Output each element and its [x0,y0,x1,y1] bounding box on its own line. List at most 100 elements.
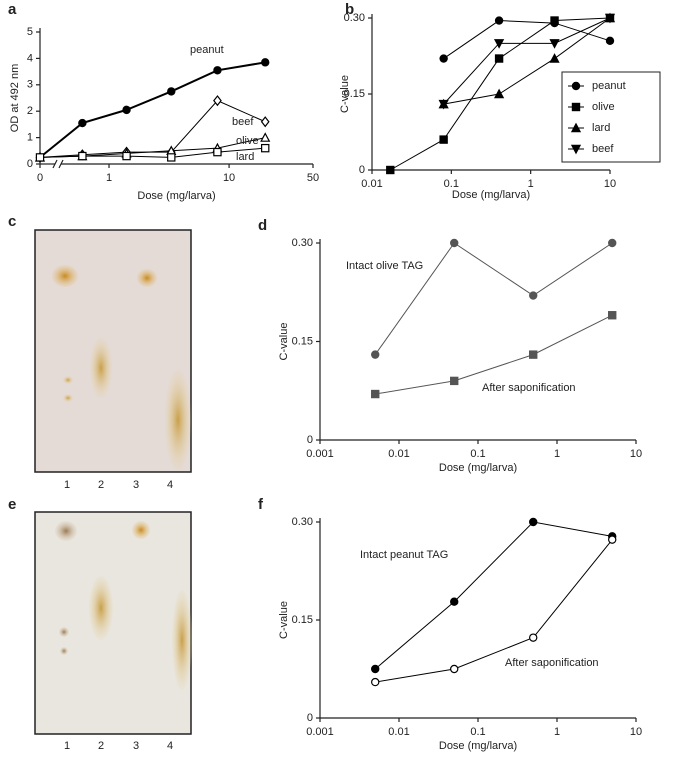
x-tick-label: 0.001 [306,448,334,460]
marker [570,144,582,155]
x-tick-label: 1 [528,178,534,190]
series-line [443,17,611,105]
marker [371,664,380,674]
marker [608,535,617,544]
tlc-plate-c [34,229,192,473]
series-line [443,17,611,105]
panel-label: b [345,1,354,18]
spot [137,269,157,287]
lane-label: 2 [98,740,104,752]
y-tick-label: 0.15 [292,335,313,347]
series-line [39,61,266,159]
legend-label: lard [592,122,610,134]
lane-label: 1 [64,479,70,491]
x-axis-label: Dose (mg/larva) [439,740,517,752]
spot [89,576,113,640]
x-tick-label: 10 [630,448,642,460]
marker [371,677,380,687]
x-tick-label: 50 [307,172,319,184]
y-tick-label: 0 [307,434,313,446]
series-label: Intact olive TAG [346,260,423,272]
x-axis-label: Dose (mg/larva) [137,190,215,202]
y-tick-label: 4 [27,52,33,64]
x-tick-label: 0.01 [388,726,409,738]
series-line [443,20,611,59]
legend-label: peanut [592,80,626,92]
marker [260,132,271,142]
marker [78,151,87,161]
spot [132,521,150,539]
marker [605,36,615,46]
series-line [39,137,266,158]
lane-label: 3 [133,740,139,752]
marker [450,238,459,248]
spot [52,265,78,287]
series-line [375,314,613,395]
marker [439,54,448,63]
spot [90,338,112,398]
y-axis-label: C-value [278,601,290,639]
spot [63,376,73,384]
marker [450,376,459,386]
marker [35,153,45,162]
legend-label: beef [592,143,614,155]
marker [213,147,222,157]
y-axis-label: C-value [278,323,290,361]
panel-label: f [258,496,264,513]
y-axis-label: C-value [339,75,351,113]
marker [604,13,616,24]
marker [386,165,395,175]
series-label: peanut [190,44,224,56]
lane-label: 2 [98,479,104,491]
marker [261,58,270,67]
marker [122,151,131,161]
x-tick-label: 0.001 [306,726,334,738]
panel-label: c [8,213,16,230]
series-label: olive [236,135,259,147]
legend-label: olive [592,101,615,113]
panel-label: a [8,1,17,18]
y-tick-label: 0.30 [292,516,313,528]
marker [213,95,222,107]
y-tick-label: 5 [27,26,33,38]
marker [494,16,504,25]
series-label: After saponification [505,657,599,669]
series-label: After saponification [482,382,576,394]
marker [371,389,380,399]
panel-label: e [8,496,16,513]
marker [438,99,449,110]
y-tick-label: 0.15 [344,88,365,100]
y-tick-label: 0.30 [292,237,313,249]
marker [529,633,538,642]
series-line [375,539,613,683]
marker [450,597,459,606]
marker [549,39,560,49]
lane-label: 4 [167,479,173,491]
series-label: lard [236,151,254,163]
y-tick-label: 0 [27,158,33,170]
x-tick-label: 10 [604,178,616,190]
lane-label: 3 [133,479,139,491]
marker [550,16,559,25]
spot [55,521,77,541]
marker [529,517,538,527]
panel-label: d [258,217,267,234]
y-tick-label: 1 [27,132,33,144]
marker [371,350,380,359]
axis-break [58,159,64,169]
marker [260,116,270,128]
spot [63,394,73,402]
marker [439,135,448,144]
marker [494,54,504,63]
x-tick-label: 0.01 [361,178,382,190]
x-tick-label: 10 [223,172,235,184]
x-axis-label: Dose (mg/larva) [439,462,517,474]
spot [165,370,191,470]
marker [570,122,582,133]
spot [59,627,69,637]
series-line [39,147,266,158]
marker [450,664,459,674]
x-tick-label: 0.1 [470,448,485,460]
marker [529,291,538,300]
